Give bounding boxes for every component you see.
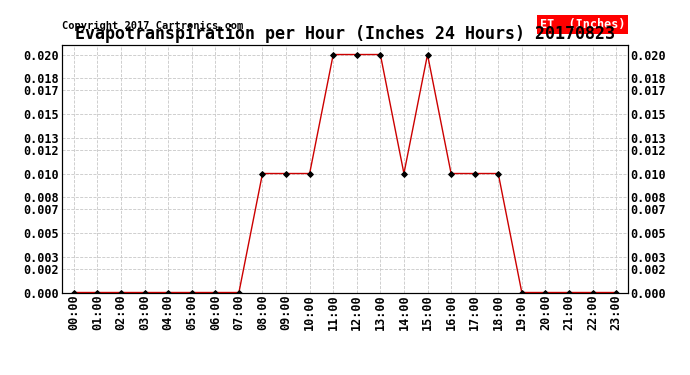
Text: ET  (Inches): ET (Inches) [540, 18, 625, 32]
Text: Copyright 2017 Cartronics.com: Copyright 2017 Cartronics.com [62, 21, 244, 32]
Title: Evapotranspiration per Hour (Inches 24 Hours) 20170823: Evapotranspiration per Hour (Inches 24 H… [75, 24, 615, 44]
